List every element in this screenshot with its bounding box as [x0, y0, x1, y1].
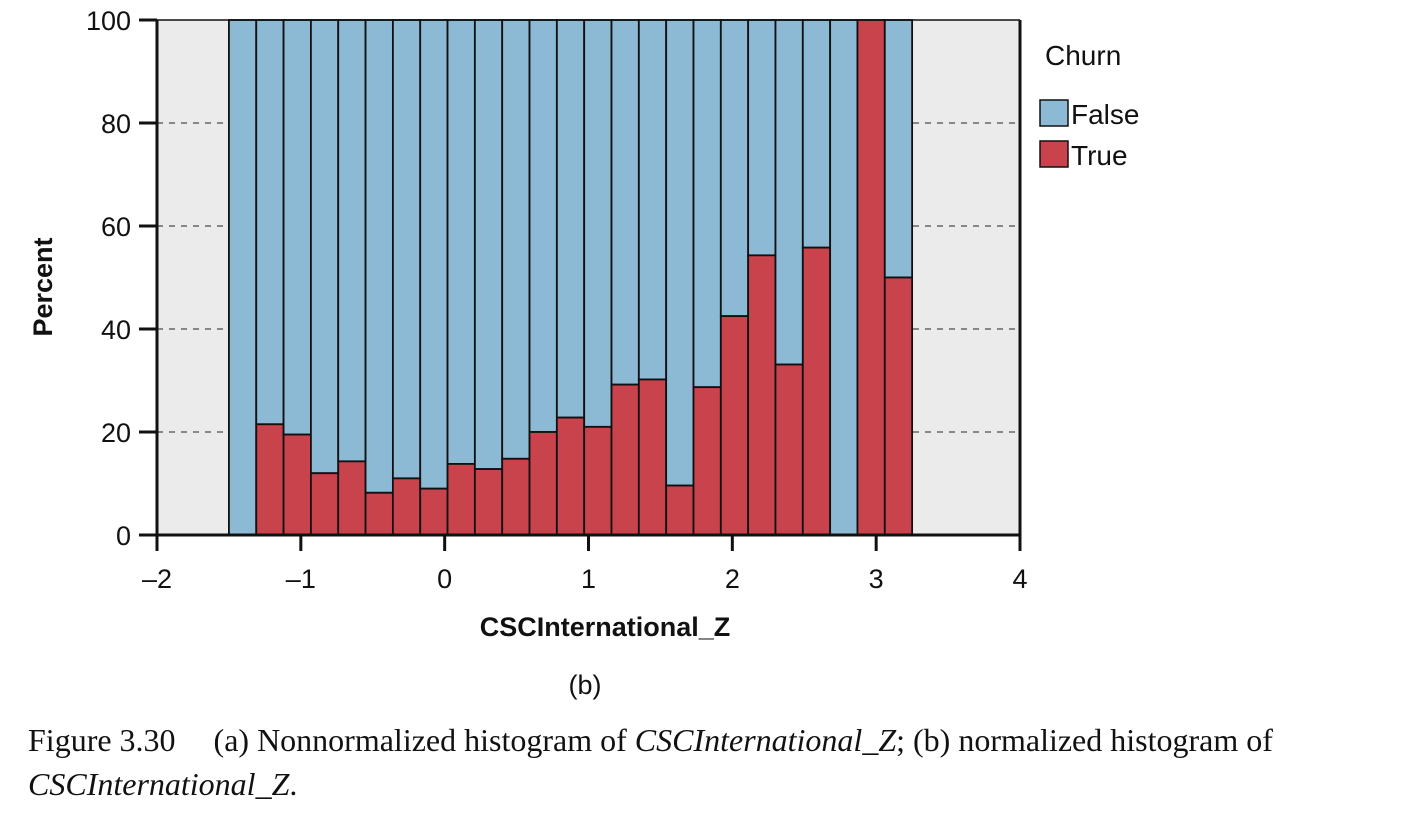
y-axis-ticks: 0 20 40 60 80 100	[86, 6, 157, 551]
bar-false	[337, 19, 367, 463]
panel-label: (b)	[569, 670, 602, 700]
bar-false	[501, 19, 531, 460]
bar-true	[719, 315, 750, 536]
bar-true	[801, 246, 832, 536]
y-tick-label: 100	[86, 6, 131, 36]
legend-swatch-false	[1039, 99, 1069, 127]
x-tick-label: –1	[286, 564, 316, 594]
bar-false	[719, 19, 750, 318]
bar-false	[473, 19, 504, 470]
bar-true	[774, 363, 804, 536]
bar-true	[555, 416, 586, 536]
normalized-histogram: 0 20 40 60 80 100 –2 –1 0 1 2 3 4 CSCInternational_…	[28, 6, 1139, 700]
y-axis-title: Percent	[28, 237, 58, 336]
y-tick-label: 40	[101, 315, 131, 345]
bar-true	[692, 386, 722, 536]
bar-true	[255, 423, 285, 536]
bar-false	[610, 19, 640, 386]
bar-false	[774, 19, 804, 366]
bar-false	[883, 19, 914, 279]
x-axis-ticks: –2 –1 0 1 2 3 4	[142, 535, 1028, 594]
bar-false	[665, 19, 695, 487]
bar-true	[501, 457, 531, 536]
bar-true	[665, 484, 695, 536]
y-tick-label: 20	[101, 418, 131, 448]
bar-false	[747, 19, 777, 257]
x-tick-label: 3	[869, 564, 884, 594]
y-tick-label: 60	[101, 212, 131, 242]
legend: Churn False True	[1039, 40, 1139, 171]
bar-true	[583, 425, 613, 536]
bar-true	[364, 491, 394, 536]
bar-true	[473, 468, 504, 536]
bar-false	[364, 19, 394, 494]
bar-true	[528, 431, 558, 536]
bar-false	[282, 19, 312, 436]
bar-false	[555, 19, 586, 419]
legend-label-false: False	[1071, 99, 1139, 130]
bar-true	[391, 477, 422, 536]
caption-end: .	[289, 766, 298, 802]
bar-true	[883, 276, 914, 536]
bar-false	[637, 19, 668, 381]
bar-false	[419, 19, 449, 490]
legend-swatch-true	[1039, 140, 1069, 168]
bar-true	[637, 378, 668, 536]
caption-part-a: (a) Nonnormalized histogram of	[213, 722, 635, 758]
bar-false	[391, 19, 422, 480]
bars	[228, 19, 914, 536]
x-tick-label: 2	[725, 564, 740, 594]
legend-title: Churn	[1045, 40, 1121, 71]
bar-false	[829, 19, 859, 536]
figure-caption: Figure 3.30 (a) Nonnormalized histogram o…	[28, 718, 1398, 806]
bar-true	[282, 433, 312, 536]
bar-false	[801, 19, 832, 249]
legend-label-true: True	[1071, 140, 1128, 171]
caption-part-b: ; (b) normalized histogram of	[896, 722, 1273, 758]
bar-false	[528, 19, 558, 433]
bar-true	[419, 487, 449, 536]
bar-true	[310, 472, 340, 536]
x-axis-title: CSCInternational_Z	[480, 612, 731, 642]
y-tick-label: 80	[101, 109, 131, 139]
x-tick-label: 0	[437, 564, 452, 594]
bar-true	[337, 460, 367, 536]
bar-true	[856, 19, 886, 536]
x-tick-label: 1	[581, 564, 596, 594]
bar-false	[446, 19, 476, 465]
bar-true	[747, 254, 777, 536]
bar-false	[692, 19, 722, 389]
caption-variable-a: CSCInternational_Z	[634, 722, 897, 758]
y-tick-label: 0	[116, 521, 131, 551]
bar-true	[446, 463, 476, 536]
bar-false	[310, 19, 340, 475]
bar-true	[610, 383, 640, 536]
bar-false	[583, 19, 613, 428]
bar-false	[228, 19, 258, 536]
x-tick-label: –2	[142, 564, 172, 594]
x-tick-label: 4	[1012, 564, 1027, 594]
bar-false	[255, 19, 285, 426]
caption-figure-label: Figure 3.30	[28, 722, 176, 758]
caption-variable-b: CSCInternational_Z	[28, 766, 290, 802]
